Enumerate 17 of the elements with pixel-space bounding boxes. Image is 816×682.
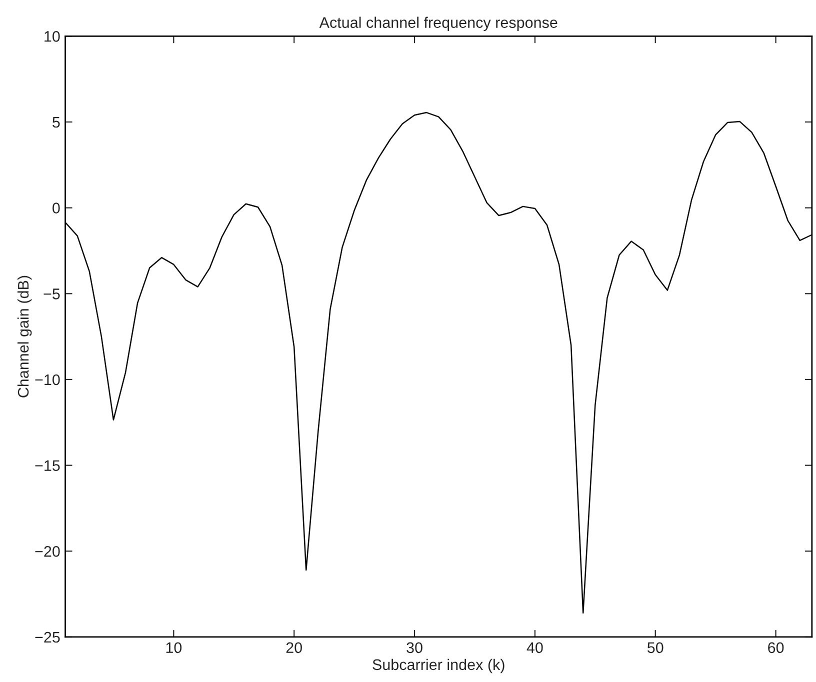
y-tick-label: 0 [52, 202, 60, 214]
x-tick-label: 40 [526, 642, 543, 654]
y-tick-label: −10 [35, 374, 60, 386]
x-axis-title: Subcarrier index (k) [372, 658, 504, 674]
y-tick-label: 10 [44, 31, 60, 42]
chart-title: Actual channel frequency response [319, 16, 558, 31]
y-tick-label: −25 [35, 632, 60, 643]
x-tick-label: 30 [406, 642, 422, 654]
x-tick-label: 50 [647, 642, 664, 654]
y-tick-label: −5 [44, 288, 60, 300]
y-axis-title: Channel gain (dB) [17, 276, 32, 398]
y-tick-label: −20 [35, 546, 60, 557]
y-tick-label: −15 [35, 460, 60, 472]
x-tick-label: 60 [768, 642, 784, 654]
y-tick-label: 5 [52, 117, 60, 128]
x-tick-label: 20 [286, 642, 302, 654]
x-tick-label: 10 [166, 642, 182, 654]
